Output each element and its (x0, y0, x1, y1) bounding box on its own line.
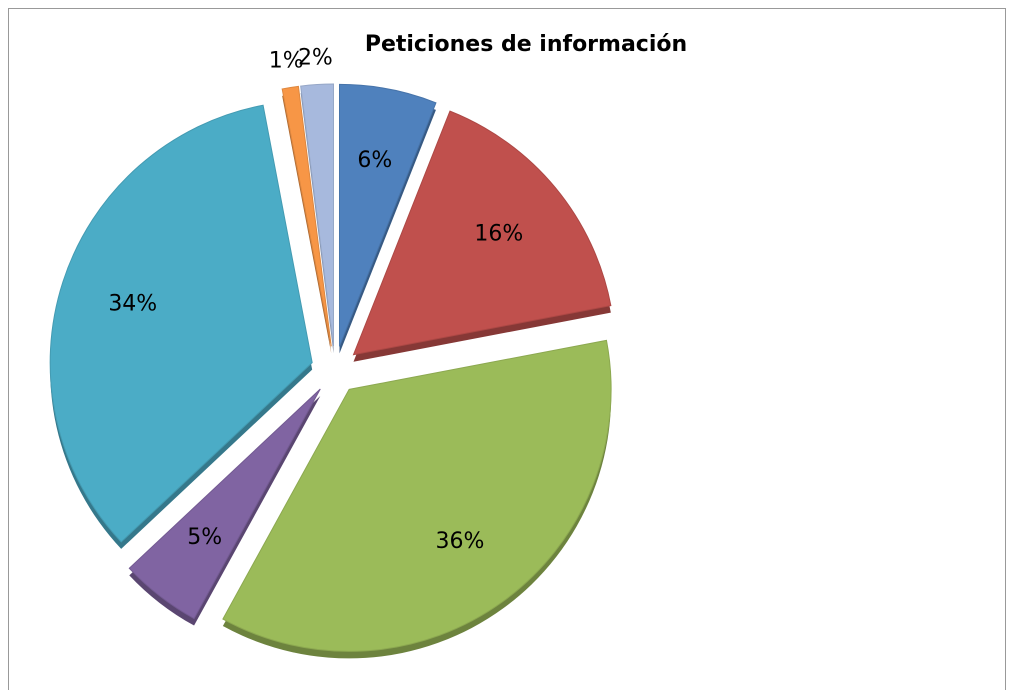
slice (222, 339, 612, 652)
data-label: 16% (474, 221, 523, 246)
slice (281, 85, 332, 347)
data-label: 2% (298, 45, 333, 70)
slice (352, 110, 612, 356)
chart-title: Peticiones de información (365, 32, 687, 57)
slice (49, 104, 313, 543)
data-label: 34% (108, 291, 157, 316)
data-label: 36% (436, 529, 485, 554)
data-label: 6% (357, 148, 392, 173)
data-label: 5% (187, 525, 222, 550)
slice (338, 83, 437, 347)
slice-depth (282, 93, 332, 354)
data-label: 1% (269, 49, 304, 74)
slice (300, 83, 334, 347)
slice (128, 388, 321, 620)
